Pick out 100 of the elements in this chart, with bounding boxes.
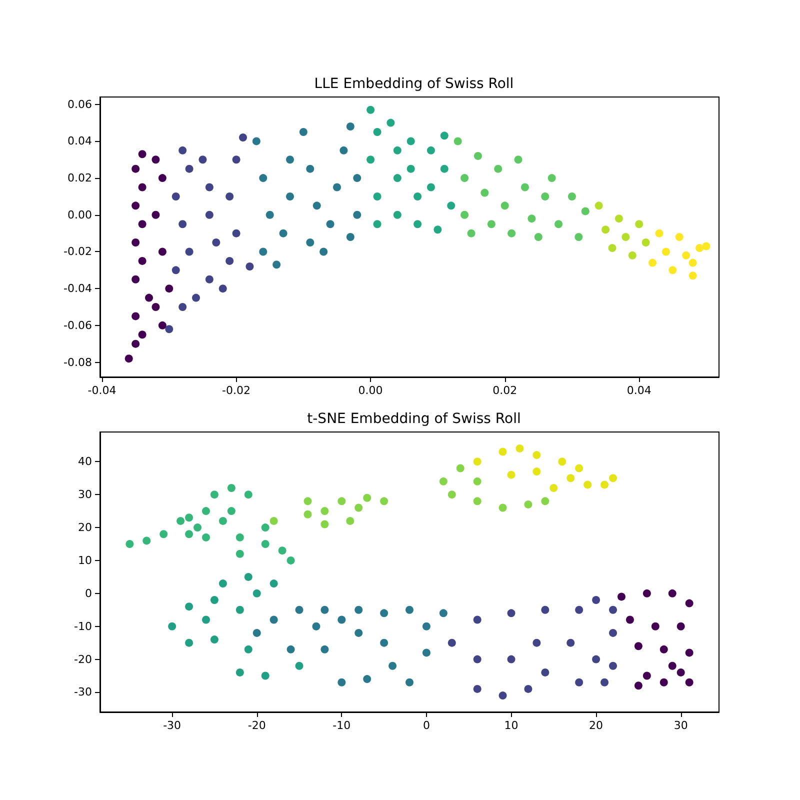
point — [158, 248, 166, 256]
point — [448, 638, 456, 647]
point — [138, 220, 146, 228]
point — [346, 233, 354, 241]
point — [185, 530, 194, 538]
x-tick-label: -0.04 — [88, 384, 116, 397]
point — [635, 220, 644, 228]
point — [541, 606, 550, 614]
point — [346, 122, 354, 130]
y-tick-label: 0.00 — [68, 208, 92, 222]
point — [132, 202, 140, 210]
point — [132, 238, 140, 247]
point — [205, 183, 214, 192]
point — [600, 678, 609, 686]
point — [218, 284, 227, 293]
point — [676, 668, 685, 676]
y-tick-label: 40 — [78, 455, 92, 468]
x-tick-label: 20 — [589, 719, 604, 732]
point — [473, 655, 482, 664]
point — [192, 294, 200, 302]
point — [626, 616, 634, 624]
point — [696, 244, 704, 252]
x-tick-label: 0.04 — [626, 384, 652, 397]
point — [252, 628, 261, 637]
point — [550, 484, 558, 492]
point — [185, 514, 194, 522]
point — [648, 258, 657, 267]
point — [158, 321, 166, 330]
x-tick-label: 0.02 — [492, 384, 518, 397]
point — [236, 668, 244, 676]
point — [524, 500, 532, 508]
point — [320, 645, 329, 654]
point — [132, 340, 140, 348]
point — [594, 202, 603, 210]
point — [414, 220, 422, 228]
point — [132, 164, 140, 173]
point — [642, 238, 650, 247]
point — [304, 497, 312, 506]
point — [132, 275, 140, 284]
point — [507, 655, 516, 664]
point — [236, 533, 244, 542]
point — [227, 507, 236, 516]
point — [373, 220, 382, 228]
point — [202, 507, 210, 516]
point — [566, 638, 575, 647]
point — [473, 616, 482, 624]
point — [514, 156, 522, 164]
point — [338, 678, 346, 686]
point — [354, 504, 363, 512]
point — [439, 477, 448, 486]
point — [165, 284, 174, 293]
point — [261, 672, 270, 680]
point — [210, 596, 218, 604]
point — [393, 210, 402, 219]
point — [609, 606, 618, 614]
point — [480, 188, 489, 197]
point — [152, 303, 160, 311]
point — [138, 150, 146, 158]
point — [534, 233, 542, 241]
x-tick-label: 30 — [674, 719, 688, 732]
point — [168, 622, 176, 630]
point — [138, 183, 146, 192]
y-tick-label: -10 — [74, 620, 92, 633]
point — [524, 684, 532, 693]
point — [373, 192, 382, 200]
point — [320, 248, 328, 256]
point — [682, 251, 690, 260]
point — [272, 260, 281, 269]
point — [660, 678, 668, 686]
point — [227, 484, 236, 492]
point — [473, 477, 482, 486]
point — [558, 458, 566, 466]
point — [236, 606, 244, 614]
point — [507, 609, 516, 618]
point — [609, 474, 618, 482]
point — [194, 524, 202, 532]
point — [532, 451, 541, 460]
point — [448, 490, 456, 499]
point — [507, 470, 516, 479]
point — [205, 275, 214, 284]
point — [473, 497, 482, 506]
point — [363, 494, 372, 502]
y-tick-label: 30 — [78, 488, 92, 502]
point — [541, 668, 550, 676]
point — [205, 210, 214, 219]
point — [554, 220, 563, 228]
point — [406, 606, 414, 614]
point — [353, 174, 362, 182]
point — [532, 638, 541, 647]
point — [592, 655, 600, 664]
point — [252, 137, 260, 146]
point — [614, 214, 623, 223]
point — [528, 214, 536, 223]
point — [473, 684, 482, 693]
y-tick-label: -0.04 — [64, 282, 92, 296]
point — [602, 226, 610, 234]
point — [617, 592, 626, 601]
y-tick-label: 0.02 — [68, 172, 92, 185]
point — [145, 294, 154, 302]
point — [185, 602, 194, 611]
